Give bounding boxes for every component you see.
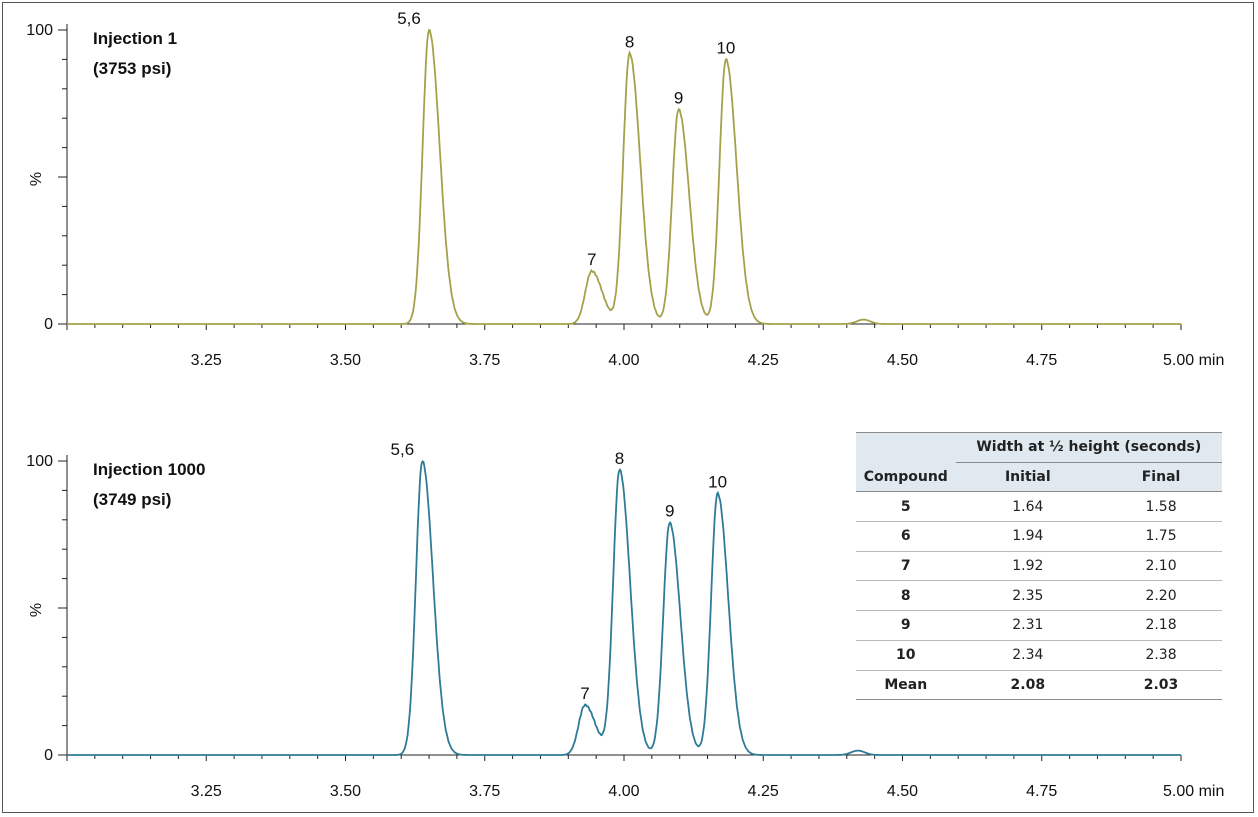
table-cell: 2.08 — [955, 670, 1101, 701]
table-cell: 10 — [856, 640, 956, 671]
y-axis-label: % — [28, 603, 45, 617]
table-group-header: Width at ½ height (seconds) — [955, 432, 1222, 463]
y-axis-label: % — [28, 172, 45, 186]
x-tick-label: 3.25 — [191, 352, 222, 369]
table-cell: 2.20 — [1100, 580, 1222, 612]
x-tick-label: 4.00 — [608, 783, 639, 800]
x-tick-label: 3.25 — [191, 783, 222, 800]
table-col-final: Final — [1100, 462, 1222, 493]
table-cell: 2.03 — [1100, 670, 1222, 701]
peak-label: 9 — [665, 502, 674, 521]
chromatogram-trace — [67, 28, 1181, 325]
table-cell: 2.10 — [1100, 551, 1222, 582]
table-cell: 2.31 — [955, 610, 1101, 641]
table-cell: 2.18 — [1100, 610, 1222, 641]
peak-width-table: Width at ½ height (seconds) Compound Ini… — [856, 432, 1222, 701]
x-tick-label: 4.25 — [748, 783, 779, 800]
table-cell: 2.35 — [955, 580, 1101, 612]
peak-label: 5,6 — [397, 9, 421, 28]
x-tick-label: 5.00 min — [1163, 783, 1224, 800]
table-cell: 2.34 — [955, 640, 1101, 671]
table-cell: 1.75 — [1100, 521, 1222, 552]
x-tick-label: 5.00 min — [1163, 352, 1224, 369]
peak-label: 7 — [580, 684, 589, 703]
peak-label: 8 — [625, 33, 634, 52]
chromatogram-trace — [67, 460, 1181, 756]
y-tick-label: 0 — [44, 316, 53, 333]
peak-label: 8 — [615, 449, 624, 468]
x-tick-label: 4.00 — [608, 352, 639, 369]
table-cell: 9 — [856, 610, 956, 641]
peak-label: 9 — [674, 88, 683, 107]
table-col-initial: Initial — [955, 462, 1101, 493]
x-tick-label: 4.75 — [1026, 352, 1057, 369]
table-row: 9 2.31 2.18 — [856, 610, 1222, 641]
table-row: 7 1.92 2.10 — [856, 551, 1222, 582]
y-tick-label: 100 — [26, 453, 53, 470]
x-tick-label: 4.75 — [1026, 783, 1057, 800]
table-cell: 8 — [856, 580, 956, 612]
table-row: 8 2.35 2.20 — [856, 580, 1222, 612]
peak-label: 10 — [708, 472, 727, 491]
table-cell: 1.58 — [1100, 491, 1222, 523]
panel-subtitle: (3753 psi) — [93, 59, 171, 78]
y-tick-label: 0 — [44, 747, 53, 764]
table-cell: 1.64 — [955, 491, 1101, 523]
table-cell: 6 — [856, 521, 956, 552]
table-cell: 5 — [856, 491, 956, 523]
table-cell: 7 — [856, 551, 956, 582]
table-cell: 1.94 — [955, 521, 1101, 552]
table-mean-row: Mean 2.08 2.03 — [856, 670, 1222, 701]
x-tick-label: 3.50 — [330, 352, 361, 369]
x-tick-label: 3.75 — [469, 783, 500, 800]
peak-label: 7 — [587, 250, 596, 269]
x-tick-label: 4.25 — [748, 352, 779, 369]
x-tick-label: 4.50 — [887, 783, 918, 800]
table-corner — [856, 432, 956, 463]
panel-title: Injection 1000 — [93, 460, 205, 479]
table-col-compound: Compound — [856, 462, 956, 493]
panel-title: Injection 1 — [93, 29, 177, 48]
table-cell: Mean — [856, 670, 956, 701]
x-tick-label: 3.75 — [469, 352, 500, 369]
table-cell: 2.38 — [1100, 640, 1222, 671]
peak-label: 10 — [716, 38, 735, 57]
x-tick-label: 4.50 — [887, 352, 918, 369]
table-cell: 1.92 — [955, 551, 1101, 582]
table-row: 6 1.94 1.75 — [856, 521, 1222, 552]
table-row: 10 2.34 2.38 — [856, 640, 1222, 671]
x-tick-label: 3.50 — [330, 783, 361, 800]
chart-panel-1: 0 100% 3.25 3.50 3.75 4.00 4.25 4.50 4.75 5.00 mi… — [26, 9, 1224, 369]
chart-panel-2: 0 100% 3.25 3.50 3.75 4.00 4.25 4.50 4.75 5.00 mi… — [26, 440, 1224, 800]
peak-label: 5,6 — [391, 440, 415, 459]
table-row: 5 1.64 1.58 — [856, 491, 1222, 523]
y-tick-label: 100 — [26, 22, 53, 39]
panel-subtitle: (3749 psi) — [93, 490, 171, 509]
